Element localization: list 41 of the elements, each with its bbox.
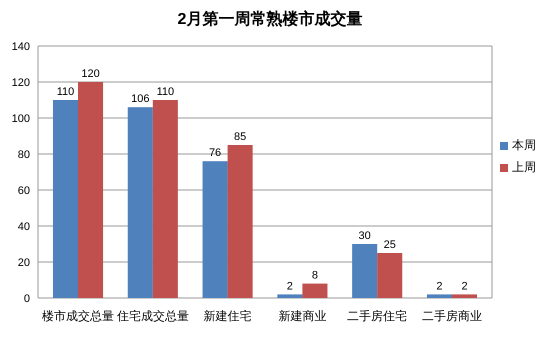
data-label: 110 <box>156 86 174 98</box>
bar <box>302 284 328 298</box>
bar <box>452 294 478 298</box>
data-label: 2 <box>461 280 468 292</box>
data-label: 76 <box>208 147 222 160</box>
bar <box>377 253 402 298</box>
data-label: 85 <box>234 131 246 143</box>
data-label: 30 <box>358 230 371 242</box>
bar <box>152 100 178 298</box>
bar <box>128 107 153 298</box>
data-label: 110 <box>56 86 74 98</box>
x-tick-label: 新建住宅 <box>204 309 252 323</box>
y-tick-label: 120 <box>12 77 30 89</box>
y-tick-label: 0 <box>24 293 30 305</box>
bar <box>277 294 302 298</box>
x-tick-label: 住宅成交总量 <box>116 309 189 323</box>
y-tick-label: 60 <box>18 185 30 197</box>
data-label: 120 <box>81 68 100 80</box>
y-tick-label: 80 <box>18 149 30 161</box>
bar <box>352 244 378 298</box>
y-tick-label: 40 <box>18 221 30 233</box>
bar <box>228 145 253 298</box>
x-tick-label: 二手房住宅 <box>347 309 408 323</box>
x-tick-label: 二手房商业 <box>422 309 482 323</box>
bar <box>78 82 104 298</box>
data-label: 25 <box>384 239 396 251</box>
y-tick-label: 140 <box>12 41 30 53</box>
data-label: 106 <box>131 93 150 106</box>
legend-label: 本周 <box>512 138 536 152</box>
bar <box>426 294 452 298</box>
chart-title: 2月第一周常熟楼市成交量 <box>178 9 362 28</box>
x-tick-label: 新建商业 <box>278 309 326 323</box>
x-tick-label: 楼市成交总量 <box>42 309 114 323</box>
y-tick-label: 100 <box>12 113 30 125</box>
data-label: 8 <box>312 270 318 282</box>
bar <box>202 161 228 298</box>
data-label: 2 <box>436 280 443 292</box>
bar <box>52 100 78 298</box>
y-tick-label: 20 <box>18 257 30 269</box>
data-label: 2 <box>286 280 293 292</box>
legend-label: 上周 <box>512 160 536 174</box>
